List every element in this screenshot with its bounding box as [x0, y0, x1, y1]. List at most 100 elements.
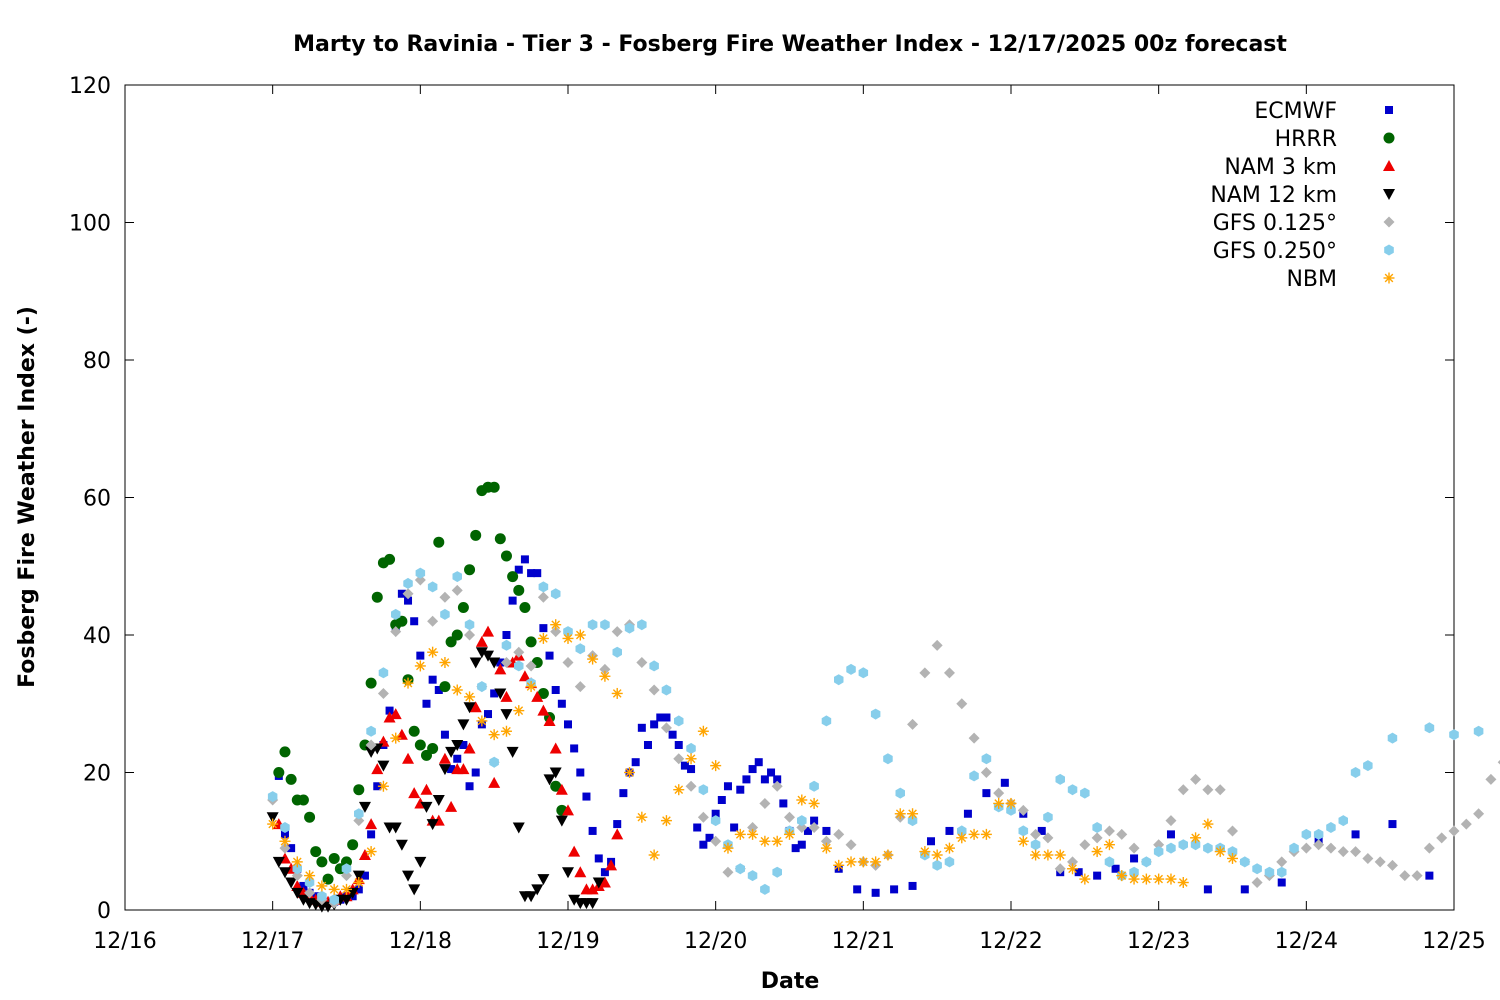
data-point-nam-3-km	[463, 742, 476, 754]
data-point-nam-3-km	[586, 883, 599, 895]
x-tick-label: 12/21	[832, 929, 895, 954]
data-point-gfs-0-250	[550, 588, 561, 600]
data-point-nam-12-km	[488, 657, 501, 669]
data-point-nbm	[968, 828, 980, 840]
data-point-hrrr	[408, 725, 420, 737]
data-point-gfs-0-125	[747, 822, 759, 833]
y-tick-label: 40	[83, 624, 111, 649]
data-point-gfs-0-125	[1350, 846, 1362, 858]
data-point-gfs-0-125	[402, 588, 414, 600]
data-point-nbm	[550, 619, 562, 631]
data-point-nbm	[1054, 849, 1066, 861]
data-point-ecmwf	[1351, 830, 1360, 839]
data-point-nam-3-km	[365, 818, 378, 830]
data-point-nam-12-km	[414, 856, 427, 868]
data-point-nbm	[784, 828, 795, 840]
data-point-gfs-0-250	[883, 753, 893, 765]
data-point-nbm	[1116, 870, 1128, 882]
data-point-gfs-0-125	[341, 870, 352, 882]
data-point-gfs-0-125	[574, 681, 586, 693]
data-point-nbm	[759, 835, 771, 847]
data-point-gfs-0-250	[292, 863, 302, 875]
data-point-nam-12-km	[549, 767, 562, 779]
data-point-nam-3-km	[568, 845, 581, 857]
data-point-hrrr	[347, 839, 359, 851]
data-point-nam-3-km	[469, 701, 482, 713]
data-point-gfs-0-250	[821, 715, 832, 727]
x-tick-label: 12/23	[1127, 929, 1190, 954]
data-point-ecmwf	[484, 710, 493, 719]
data-point-nam-3-km	[475, 635, 488, 647]
data-point-ecmwf	[453, 754, 462, 763]
data-point-gfs-0-250	[895, 787, 905, 799]
data-point-gfs-0-125	[451, 584, 463, 596]
data-point-gfs-0-250	[489, 756, 499, 768]
data-point-nbm	[500, 725, 512, 737]
data-point-gfs-0-125	[1165, 815, 1177, 827]
data-point-gfs-0-250	[870, 708, 881, 720]
data-point-gfs-0-250	[1387, 732, 1398, 744]
data-point-nam-12-km	[537, 874, 550, 886]
data-point-nam-12-km	[512, 822, 525, 834]
data-point-nbm	[673, 784, 685, 796]
data-point-nbm	[747, 828, 759, 840]
data-point-nam-12-km	[278, 867, 291, 879]
data-point-nbm	[685, 753, 697, 765]
data-point-gfs-0-125	[562, 657, 574, 668]
data-point-nbm	[1017, 835, 1029, 847]
data-point-gfs-0-250	[329, 894, 339, 906]
data-point-gfs-0-125	[1153, 839, 1165, 851]
data-point-ecmwf	[1166, 830, 1175, 839]
data-point-nbm	[919, 846, 931, 858]
legend-label: NAM 3 km	[1224, 155, 1337, 180]
legend-marker	[1384, 244, 1394, 256]
data-point-nbm	[390, 732, 402, 744]
data-point-gfs-0-250	[698, 784, 709, 796]
data-point-nbm	[697, 725, 709, 737]
series-gfs-0-125	[267, 574, 1500, 909]
data-point-ecmwf	[600, 868, 609, 877]
data-point-ecmwf	[533, 569, 542, 578]
data-point-nbm	[464, 691, 476, 703]
data-point-ecmwf	[1425, 871, 1434, 880]
data-point-nam-3-km	[555, 783, 568, 795]
data-point-gfs-0-125	[968, 732, 980, 744]
data-point-nam-3-km	[395, 728, 408, 740]
data-point-nbm	[882, 849, 894, 861]
data-point-hrrr	[439, 681, 451, 693]
data-point-gfs-0-125	[660, 722, 672, 734]
data-point-gfs-0-125	[611, 626, 623, 638]
data-point-hrrr	[451, 629, 463, 641]
data-point-gfs-0-125	[550, 626, 562, 638]
data-point-nam-12-km	[482, 650, 495, 662]
data-point-ecmwf	[440, 730, 449, 739]
data-point-gfs-0-125	[1030, 828, 1042, 840]
data-point-gfs-0-250	[403, 577, 413, 589]
data-point-ecmwf	[631, 758, 640, 767]
data-point-nbm	[796, 794, 808, 806]
legend-label: GFS 0.250°	[1213, 239, 1337, 264]
data-point-gfs-0-125	[427, 615, 439, 627]
data-point-ecmwf	[354, 885, 363, 894]
data-point-nbm	[279, 835, 291, 847]
data-point-hrrr	[371, 591, 383, 603]
data-point-gfs-0-250	[538, 581, 549, 593]
data-point-gfs-0-250	[846, 663, 856, 675]
data-point-nbm	[574, 629, 586, 641]
data-point-gfs-0-125	[377, 687, 389, 699]
data-point-gfs-0-250	[612, 646, 622, 658]
data-point-ecmwf	[890, 885, 899, 894]
x-tick-label: 12/19	[536, 929, 599, 954]
data-point-ecmwf	[373, 782, 382, 791]
data-point-gfs-0-250	[944, 856, 955, 868]
data-point-gfs-0-250	[686, 742, 696, 754]
data-point-nam-12-km	[395, 839, 408, 851]
data-point-gfs-0-125	[919, 667, 931, 679]
data-point-ecmwf	[1240, 885, 1249, 894]
data-point-nbm	[525, 681, 537, 693]
y-axis: 0 20 40 60 80 100 120	[69, 74, 1454, 924]
data-point-ecmwf	[723, 782, 732, 791]
data-point-gfs-0-125	[279, 842, 291, 854]
data-point-ecmwf	[637, 723, 646, 732]
data-point-gfs-0-125	[943, 667, 955, 679]
